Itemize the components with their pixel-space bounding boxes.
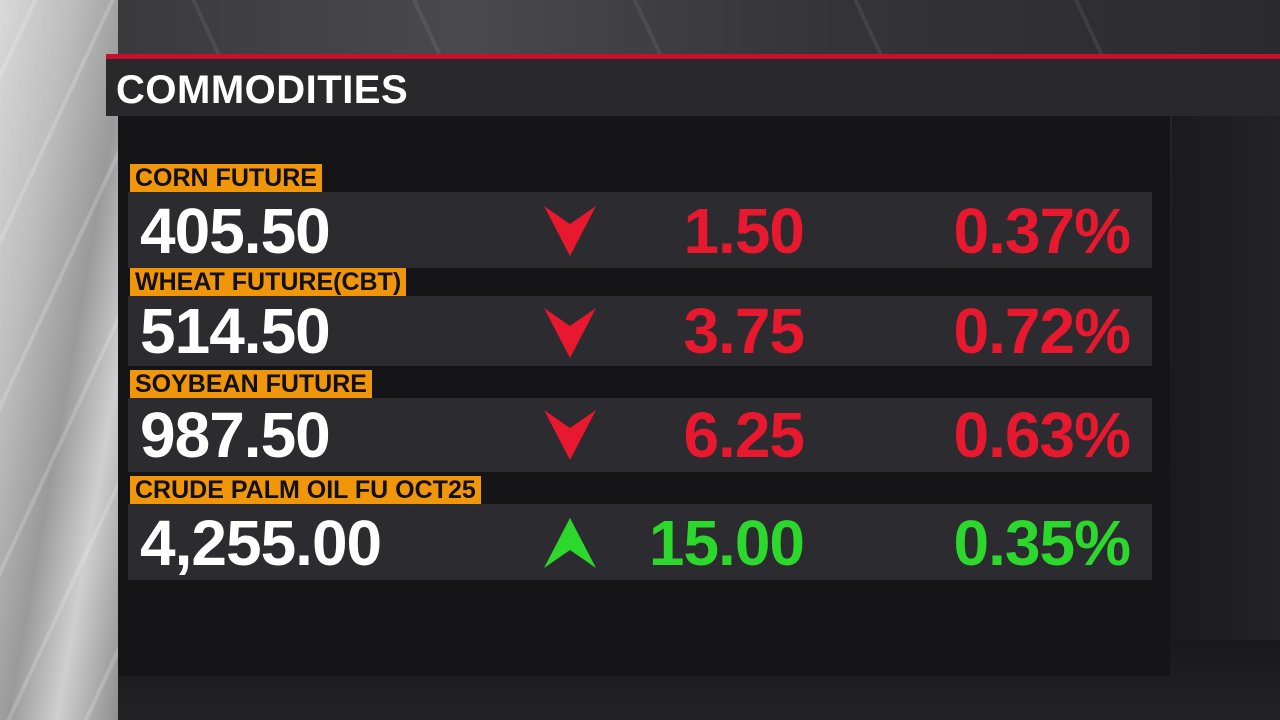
commodity-price: 405.50 [140,195,331,267]
studio-backdrop-top [118,0,1280,56]
studio-backdrop-left [0,0,118,720]
percent-change: 0.72% [953,295,1131,367]
commodity-label: CRUDE PALM OIL FU OCT25 [130,476,481,504]
net-change: 1.50 [683,195,805,267]
commodity-price: 514.50 [140,295,331,367]
net-change: 15.00 [648,507,805,579]
page-title: COMMODITIES [116,68,409,112]
quote-bar: 405.50 1.50 0.37% [128,192,1152,268]
percent-change: 0.63% [953,399,1131,471]
net-change: 6.25 [683,399,805,471]
quote-bar: 514.50 3.75 0.72% [128,295,1152,367]
commodity-price: 987.50 [140,399,331,471]
header-bar: COMMODITIES [106,54,1280,116]
net-change: 3.75 [683,295,805,367]
commodity-label: CORN FUTURE [130,164,322,192]
quote-bar: 987.50 6.25 0.63% [128,398,1152,472]
down-arrow-icon [544,308,596,358]
down-arrow-icon [544,206,596,256]
down-arrow-icon [544,410,596,460]
quote-bar: 4,255.00 15.00 0.35% [128,504,1152,580]
commodity-price: 4,255.00 [140,507,382,579]
commodity-label: WHEAT FUTURE(CBT) [130,268,407,296]
studio-backdrop-right [1172,116,1280,720]
up-arrow-icon [544,518,596,568]
percent-change: 0.37% [953,195,1131,267]
percent-change: 0.35% [953,507,1131,579]
commodity-label: SOYBEAN FUTURE [130,370,372,398]
